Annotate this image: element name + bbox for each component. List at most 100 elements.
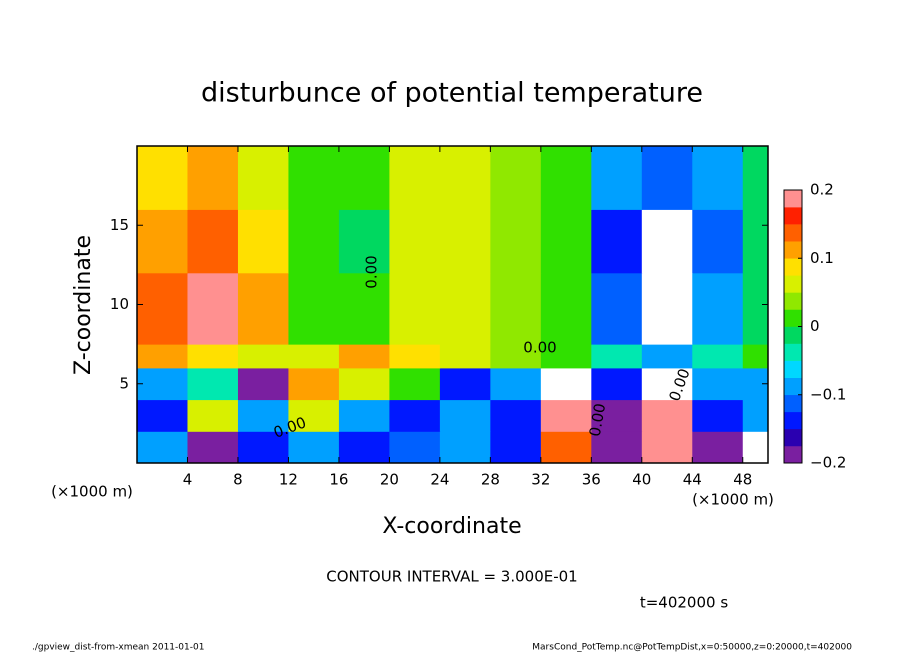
cell — [288, 344, 340, 369]
cell — [237, 399, 289, 432]
colorbar-swatch — [784, 258, 802, 276]
cell — [490, 399, 542, 432]
cell — [490, 367, 542, 401]
x-tick-label: 28 — [481, 471, 500, 489]
colorbar-tick-label: −0.2 — [810, 454, 846, 472]
colorbar-swatch — [784, 241, 802, 259]
cell — [137, 209, 188, 274]
cell — [742, 272, 769, 345]
cell — [641, 209, 693, 274]
colorbar-swatch — [784, 360, 802, 378]
x-tick-label: 32 — [531, 471, 550, 489]
colorbar-tick-label: −0.1 — [810, 385, 846, 403]
cell — [137, 367, 188, 401]
cell — [490, 272, 542, 345]
x-tick-label: 24 — [430, 471, 449, 489]
cell — [137, 146, 188, 210]
footer-left: ./gpview_dist-from-xmean 2011-01-01 — [32, 643, 204, 653]
colorbar-swatch — [784, 343, 802, 361]
cell — [591, 146, 643, 210]
cell — [237, 367, 289, 401]
cell — [187, 272, 239, 345]
x-tick-label: 20 — [380, 471, 399, 489]
cell — [692, 146, 744, 210]
cell — [641, 146, 693, 210]
contour-label: 0.00 — [363, 255, 381, 288]
cell — [389, 146, 441, 210]
cell — [187, 209, 239, 274]
cell — [439, 209, 491, 274]
cell — [641, 431, 693, 464]
colorbar-swatch — [784, 190, 802, 208]
x-tick-label: 36 — [582, 471, 601, 489]
x-tick-label: 16 — [329, 471, 348, 489]
cell — [692, 272, 744, 345]
cell — [389, 367, 441, 401]
cell — [187, 431, 239, 464]
x-tick-label: 48 — [733, 471, 752, 489]
cell — [288, 272, 340, 345]
cell — [137, 344, 188, 369]
cell — [490, 209, 542, 274]
colorbar-swatch — [784, 445, 802, 464]
contour-label: 0.00 — [586, 402, 610, 438]
colorbar-swatch — [784, 394, 802, 413]
colorbar-swatch — [784, 275, 802, 293]
cell — [439, 399, 491, 432]
cell — [137, 399, 188, 432]
cell — [237, 146, 289, 210]
cell — [742, 146, 769, 210]
cell — [490, 344, 542, 369]
cell — [641, 272, 693, 345]
cell — [742, 344, 769, 369]
cell — [338, 399, 390, 432]
colorbar-tick-label: 0 — [810, 317, 820, 335]
cell — [540, 367, 592, 401]
footer-right: MarsCond_PotTemp.nc@PotTempDist,x=0:5000… — [532, 643, 852, 653]
cell — [288, 399, 340, 432]
cell — [338, 431, 390, 464]
cell — [389, 272, 441, 345]
colorbar-swatch — [784, 411, 802, 430]
cell — [237, 209, 289, 274]
cell — [439, 431, 491, 464]
cell — [742, 399, 769, 432]
cell — [288, 367, 340, 401]
y-tick-label: 5 — [119, 374, 129, 392]
x-axis-label: X-coordinate — [382, 514, 521, 539]
cell — [591, 344, 643, 369]
chart-title: disturbunce of potential temperature — [201, 78, 703, 109]
colorbar-swatch — [784, 377, 802, 396]
cell — [288, 146, 340, 210]
y-tick-label: 15 — [110, 216, 129, 234]
cell — [389, 209, 441, 274]
cell — [237, 431, 289, 464]
cell — [490, 431, 542, 464]
colorbar-swatch — [784, 428, 802, 447]
cell — [641, 367, 693, 401]
x-tick-label: 44 — [683, 471, 702, 489]
cell — [187, 367, 239, 401]
x-unit: (×1000 m) — [692, 491, 774, 509]
x-tick-label: 12 — [279, 471, 298, 489]
overlay: 4 8 12 16 20 24 28 32 36 40 44 48510150.000.000.000… — [110, 145, 846, 489]
y-axis-label: Z-coordinate — [71, 235, 96, 375]
cell — [187, 344, 239, 369]
cell — [692, 367, 744, 401]
cell — [338, 367, 390, 401]
cell — [439, 272, 491, 345]
cell — [338, 209, 390, 274]
cell — [591, 399, 643, 432]
cell — [439, 344, 491, 369]
cell — [591, 431, 643, 464]
contour-interval: CONTOUR INTERVAL = 3.000E-01 — [326, 568, 577, 586]
cell — [237, 272, 289, 345]
cell — [692, 344, 744, 369]
cell — [137, 431, 188, 464]
cell — [742, 431, 769, 464]
cell — [237, 344, 289, 369]
cell — [288, 431, 340, 464]
cell — [540, 431, 592, 464]
